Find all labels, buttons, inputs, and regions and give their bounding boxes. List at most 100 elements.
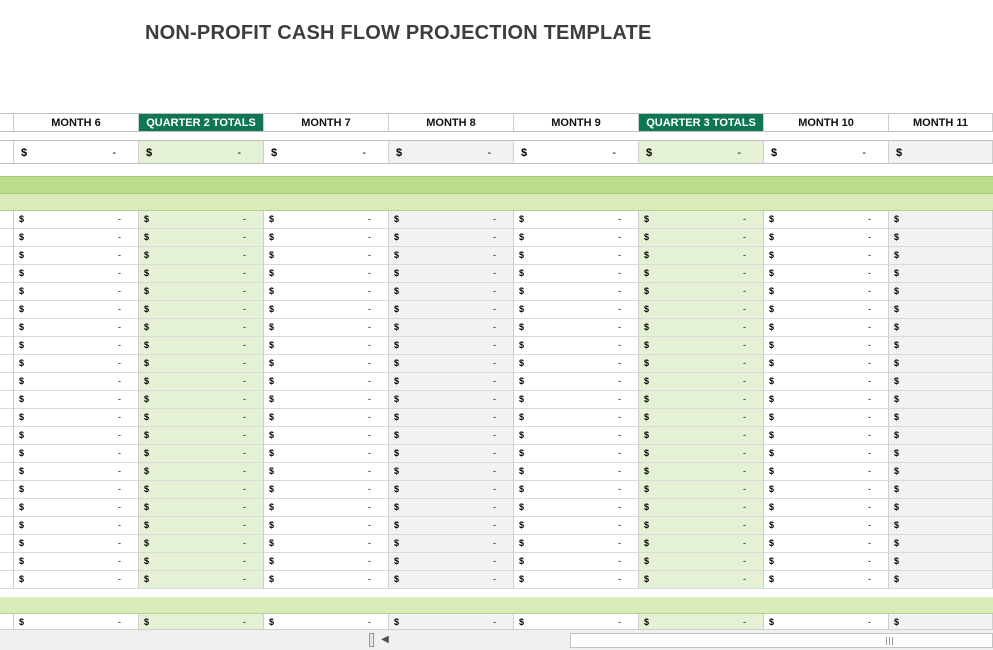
value-cell[interactable]: $ xyxy=(889,301,993,319)
row-stub[interactable] xyxy=(0,265,14,283)
value-cell[interactable]: $ - xyxy=(389,553,514,571)
value-cell[interactable]: $ - xyxy=(14,499,139,517)
value-cell[interactable]: $ xyxy=(889,373,993,391)
value-cell[interactable]: $ xyxy=(889,535,993,553)
value-cell[interactable]: $ - xyxy=(264,517,389,535)
row-stub[interactable] xyxy=(0,283,14,301)
value-cell[interactable]: $ - xyxy=(764,499,889,517)
value-cell[interactable]: $ xyxy=(889,319,993,337)
value-cell[interactable]: $ - xyxy=(639,301,764,319)
value-cell[interactable]: $ - xyxy=(264,229,389,247)
value-cell[interactable]: $ - xyxy=(514,427,639,445)
row-stub[interactable] xyxy=(0,373,14,391)
value-cell[interactable]: $ - xyxy=(514,373,639,391)
value-cell[interactable]: $ - xyxy=(264,499,389,517)
value-cell[interactable]: $ - xyxy=(514,319,639,337)
value-cell[interactable]: $ - xyxy=(639,265,764,283)
value-cell[interactable]: $ - xyxy=(639,355,764,373)
row-stub[interactable] xyxy=(0,301,14,319)
value-cell[interactable]: $ - xyxy=(14,553,139,571)
row-stub[interactable] xyxy=(0,319,14,337)
value-cell[interactable]: $ xyxy=(889,211,993,229)
value-cell[interactable]: $ xyxy=(889,499,993,517)
value-cell[interactable]: $ - xyxy=(514,535,639,553)
value-cell[interactable]: $ - xyxy=(139,535,264,553)
value-cell[interactable]: $ - xyxy=(264,265,389,283)
value-cell[interactable]: $ - xyxy=(14,427,139,445)
value-cell[interactable]: $ - xyxy=(639,211,764,229)
value-cell[interactable]: $ - xyxy=(639,445,764,463)
value-cell[interactable]: $ - xyxy=(514,391,639,409)
value-cell[interactable]: $ - xyxy=(389,517,514,535)
value-cell[interactable]: $ - xyxy=(514,463,639,481)
value-cell[interactable]: $ - xyxy=(514,409,639,427)
row-stub[interactable] xyxy=(0,445,14,463)
value-cell[interactable]: $ - xyxy=(764,463,889,481)
value-cell[interactable]: $ - xyxy=(764,265,889,283)
value-cell[interactable]: $ - xyxy=(264,481,389,499)
row-stub[interactable] xyxy=(0,463,14,481)
value-cell[interactable]: $ xyxy=(889,481,993,499)
value-cell[interactable]: $ - xyxy=(139,373,264,391)
value-cell[interactable]: $ - xyxy=(14,265,139,283)
value-cell[interactable]: $ - xyxy=(764,319,889,337)
value-cell[interactable]: $ - xyxy=(264,247,389,265)
value-cell[interactable]: $ - xyxy=(389,301,514,319)
value-cell[interactable]: $ - xyxy=(639,463,764,481)
value-cell[interactable]: $ - xyxy=(764,481,889,499)
value-cell[interactable]: $ - xyxy=(764,409,889,427)
value-cell[interactable]: $ - xyxy=(264,391,389,409)
value-cell[interactable]: $ - xyxy=(139,445,264,463)
value-cell[interactable]: $ - xyxy=(14,409,139,427)
value-cell[interactable]: $ - xyxy=(764,283,889,301)
value-cell[interactable]: $ - xyxy=(264,427,389,445)
value-cell[interactable]: $ - xyxy=(264,553,389,571)
value-cell[interactable]: $ - xyxy=(14,211,139,229)
value-cell[interactable]: $ - xyxy=(639,283,764,301)
value-cell[interactable]: $ - xyxy=(514,499,639,517)
column-header[interactable]: MONTH 9 xyxy=(514,113,639,132)
value-cell[interactable]: $ - xyxy=(764,391,889,409)
value-cell[interactable]: $ - xyxy=(639,409,764,427)
value-cell[interactable]: $ - xyxy=(14,247,139,265)
value-cell[interactable]: $ - xyxy=(389,391,514,409)
value-cell[interactable]: $ - xyxy=(139,337,264,355)
value-cell[interactable]: $ - xyxy=(514,445,639,463)
row-stub[interactable] xyxy=(0,427,14,445)
value-cell[interactable]: $ xyxy=(889,427,993,445)
balance-cell[interactable]: $ - xyxy=(514,140,639,164)
row-stub[interactable] xyxy=(0,409,14,427)
value-cell[interactable]: $ - xyxy=(514,211,639,229)
split-handle[interactable] xyxy=(369,633,374,647)
balance-cell[interactable]: $ - xyxy=(764,140,889,164)
balance-cell[interactable]: $ - xyxy=(389,140,514,164)
value-cell[interactable]: $ - xyxy=(264,211,389,229)
row-stub[interactable] xyxy=(0,535,14,553)
value-cell[interactable]: $ - xyxy=(764,229,889,247)
value-cell[interactable]: $ - xyxy=(639,319,764,337)
row-stub[interactable] xyxy=(0,140,14,164)
value-cell[interactable]: $ - xyxy=(14,445,139,463)
value-cell[interactable]: $ xyxy=(889,517,993,535)
column-header[interactable]: QUARTER 3 TOTALS xyxy=(639,113,764,132)
value-cell[interactable]: $ - xyxy=(389,265,514,283)
value-cell[interactable]: $ xyxy=(889,391,993,409)
value-cell[interactable]: $ - xyxy=(14,481,139,499)
row-stub[interactable] xyxy=(0,517,14,535)
column-header[interactable]: MONTH 10 xyxy=(764,113,889,132)
row-stub[interactable] xyxy=(0,337,14,355)
value-cell[interactable]: $ - xyxy=(139,571,264,589)
row-stub[interactable] xyxy=(0,571,14,589)
row-stub[interactable] xyxy=(0,553,14,571)
value-cell[interactable]: $ - xyxy=(139,247,264,265)
value-cell[interactable]: $ - xyxy=(139,283,264,301)
value-cell[interactable]: $ - xyxy=(264,301,389,319)
value-cell[interactable]: $ - xyxy=(389,571,514,589)
value-cell[interactable]: $ - xyxy=(514,247,639,265)
value-cell[interactable]: $ - xyxy=(389,499,514,517)
value-cell[interactable]: $ - xyxy=(139,355,264,373)
column-header[interactable]: MONTH 11 xyxy=(889,113,993,132)
value-cell[interactable]: $ - xyxy=(389,535,514,553)
balance-cell[interactable]: $ - xyxy=(639,140,764,164)
value-cell[interactable]: $ - xyxy=(639,553,764,571)
